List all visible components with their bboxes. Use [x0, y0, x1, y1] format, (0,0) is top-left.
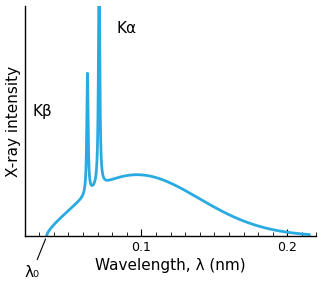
- Text: λ₀: λ₀: [24, 239, 45, 280]
- Y-axis label: X-ray intensity: X-ray intensity: [5, 65, 21, 177]
- Text: Kβ: Kβ: [32, 105, 52, 120]
- Text: Kα: Kα: [117, 21, 137, 36]
- X-axis label: Wavelength, λ (nm): Wavelength, λ (nm): [95, 258, 246, 273]
